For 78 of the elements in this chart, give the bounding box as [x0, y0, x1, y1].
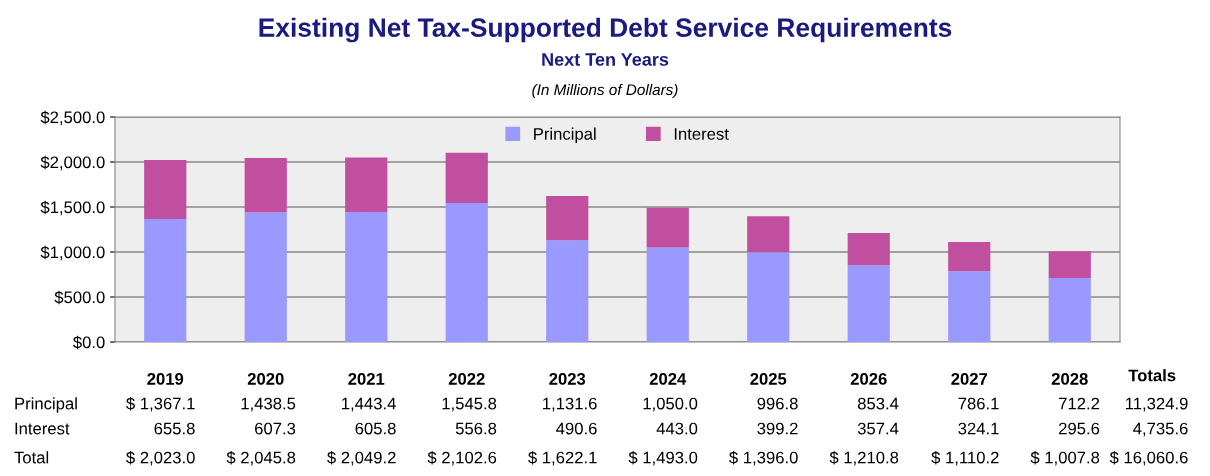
x-tick-label: 2021 [348, 373, 385, 385]
data-label: 324.1 [958, 422, 999, 435]
legend-label: Principal [534, 127, 596, 144]
x-tick-label: 2025 [750, 373, 787, 385]
x-tick-label: 2024 [649, 373, 687, 385]
text: 11,324.9 [1125, 397, 1188, 412]
legend-label: Interest [674, 128, 729, 140]
x-tick-label: 2019 [147, 373, 184, 385]
bar [847, 233, 890, 266]
bar [847, 265, 890, 342]
data-label: 1,443.4 [342, 397, 396, 412]
text: $ 1,396.0 [729, 450, 798, 466]
bar [646, 247, 689, 342]
bar [646, 207, 689, 248]
text: Total [14, 451, 49, 464]
text: Interest [15, 422, 70, 435]
bar [546, 240, 589, 342]
data-label: 786.1 [958, 397, 999, 410]
chart-title: Existing Net Tax-Supported Debt Service Requirements [259, 17, 952, 43]
bar [1048, 251, 1091, 278]
bar [747, 252, 790, 342]
x-tick-label: 2028 [1051, 373, 1088, 385]
bar [445, 152, 488, 203]
text: Totals [1128, 369, 1176, 382]
data-label: $ 1,367.1 [126, 396, 195, 412]
y-tick-label: $1,500.0 [40, 200, 105, 216]
bar [244, 212, 287, 342]
bar [948, 271, 991, 342]
text: $ 1,110.2 [931, 450, 999, 466]
text: $ 2,045.8 [226, 450, 296, 466]
text: 4,735.6 [1133, 422, 1188, 437]
bar [244, 157, 287, 213]
x-tick-label: 2027 [951, 373, 988, 385]
bar [345, 212, 388, 342]
text: $ 2,049.2 [327, 450, 396, 466]
bar [144, 159, 187, 219]
data-label: 556.8 [455, 422, 497, 435]
bar [747, 216, 790, 253]
bar [445, 202, 488, 342]
bar [546, 196, 589, 241]
text: $ 1,210.8 [829, 450, 899, 466]
data-label: 607.3 [255, 422, 296, 435]
x-tick-label: 2023 [549, 373, 586, 385]
data-label: 443.0 [656, 422, 698, 435]
data-label: 996.8 [757, 397, 798, 410]
text: $ 2,023.0 [126, 450, 195, 466]
data-label: 399.2 [757, 422, 798, 435]
data-label: 1,050.0 [643, 397, 698, 412]
x-tick-label: 2020 [247, 373, 284, 385]
text: $ 2,102.6 [427, 450, 497, 466]
x-tick-label: 2022 [448, 373, 485, 385]
chart-subtitle: Next Ten Years [542, 53, 669, 66]
data-label: 1,438.5 [241, 397, 296, 412]
text: Principal [15, 397, 77, 413]
y-tick-label: $2,500.0 [40, 110, 105, 126]
y-tick-label: $2,000.0 [40, 155, 105, 171]
data-label: 605.8 [355, 422, 396, 435]
text: $ 16,060.6 [1109, 450, 1188, 466]
text: $ 1,493.0 [628, 450, 698, 466]
text: (In Millions of Dollars) [532, 83, 678, 99]
bar [1048, 277, 1091, 342]
data-label: 712.2 [1059, 397, 1100, 410]
text: $ 1,007.8 [1030, 450, 1100, 466]
data-label: 1,545.8 [442, 397, 497, 412]
bar [948, 242, 991, 272]
data-label: 490.6 [556, 422, 597, 435]
bar [345, 157, 388, 213]
y-tick-label: $500.0 [54, 290, 105, 305]
y-tick-label: $0.0 [73, 335, 105, 350]
data-label: 295.6 [1059, 422, 1100, 435]
x-tick-label: 2026 [850, 373, 887, 385]
y-tick-label: $1,000.0 [40, 245, 105, 261]
bar [144, 218, 187, 342]
text: $ 1,622.1 [528, 450, 597, 466]
data-label: 357.4 [857, 422, 899, 435]
data-label: 853.4 [857, 397, 899, 410]
data-label: 655.8 [154, 422, 195, 435]
data-label: 1,131.6 [543, 397, 597, 412]
